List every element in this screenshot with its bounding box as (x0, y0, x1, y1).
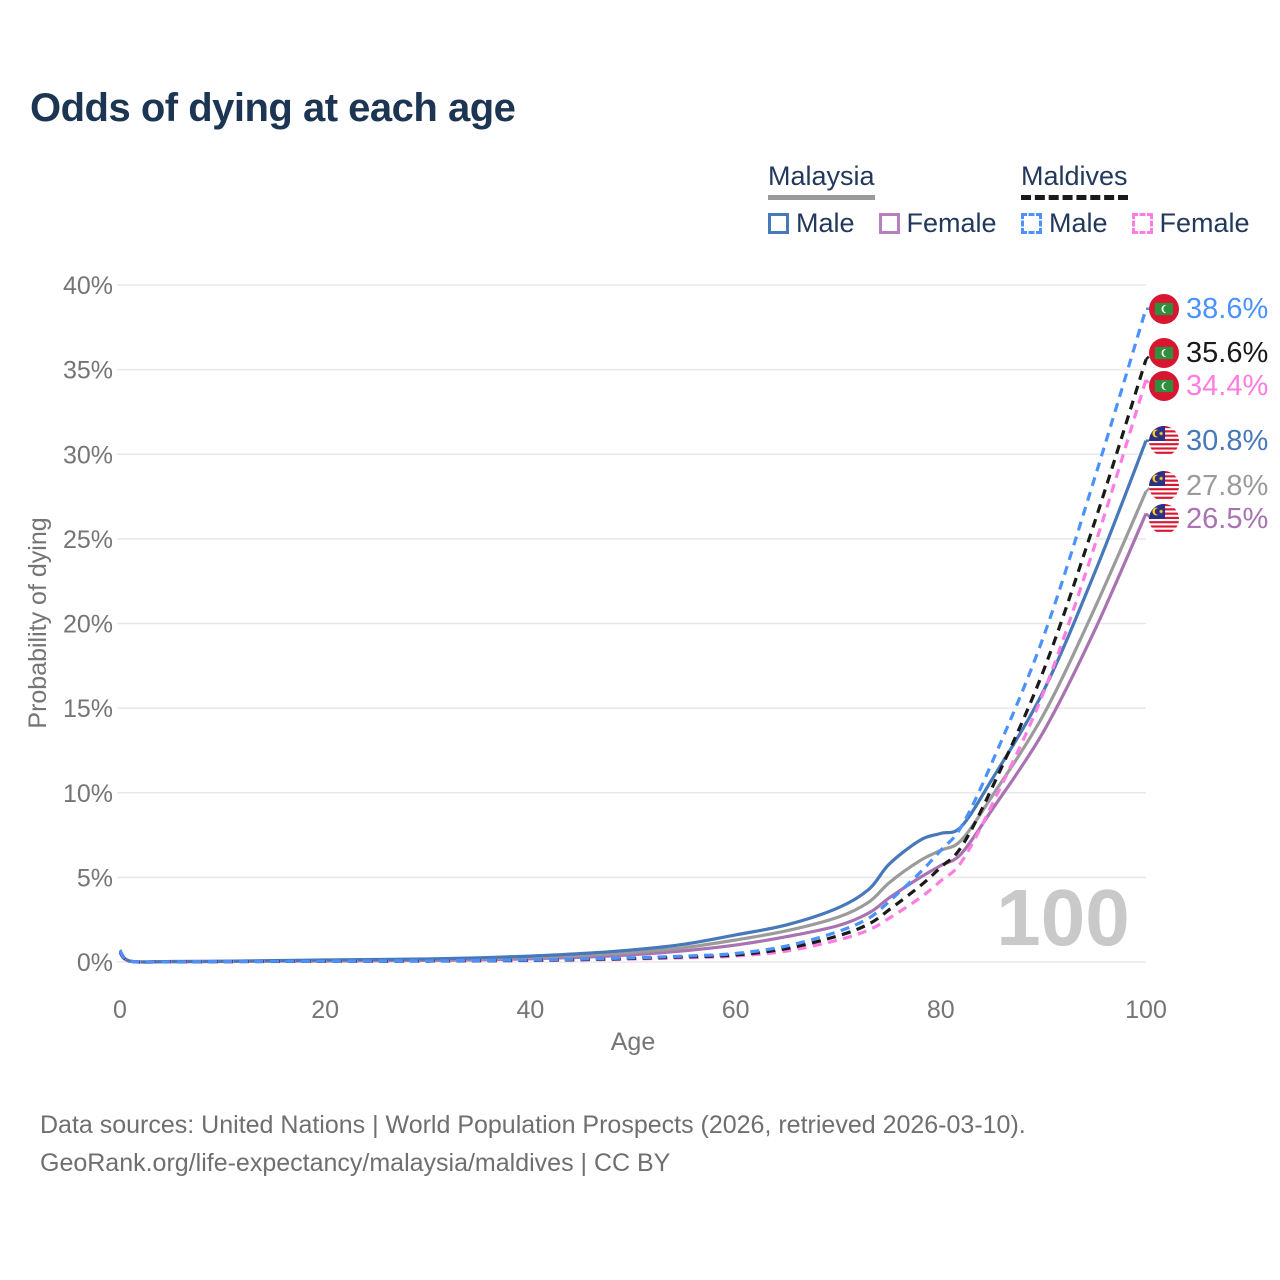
malaysia-female-swatch-icon (878, 213, 900, 234)
series-line-maldives-both-sexes[interactable] (118, 359, 1148, 964)
legend-item-label: Female (906, 208, 997, 238)
legend-group-malaysia: Malaysia Male Female (768, 161, 997, 239)
y-tick-30: 30% (63, 441, 113, 469)
legend-item-malaysia-male[interactable]: Male (768, 208, 855, 239)
y-tick-10: 10% (63, 780, 113, 808)
gridlines (117, 284, 1146, 963)
maldives-flag-icon (1149, 371, 1179, 401)
series-line-malaysia-female[interactable] (118, 512, 1148, 964)
hover-age-watermark: 100 (996, 873, 1129, 962)
end-label-value: 34.4% (1186, 369, 1269, 402)
end-label-maldives-male: 38.6% (1149, 293, 1268, 325)
y-tick-0: 0% (77, 949, 113, 977)
legend-item-maldives-female[interactable]: Female (1131, 208, 1250, 239)
end-label-value: 35.6% (1186, 336, 1269, 369)
end-label-maldives-both-sexes: 35.6% (1149, 337, 1268, 369)
malaysia-flag-icon (1149, 426, 1179, 456)
end-label-value: 26.5% (1186, 502, 1269, 535)
y-axis-tick-labels: 0% 5% 10% 15% 20% 25% 30% 35% 40% (63, 272, 113, 977)
maldives-male-swatch-icon (1021, 213, 1042, 234)
legend-items-malaysia: Male Female (768, 208, 997, 239)
chart-legend: Malaysia Male Female Maldives Male (0, 161, 1280, 241)
legend-items-maldives: Male Female (1021, 208, 1250, 239)
maldives-flag-icon (1149, 294, 1179, 324)
end-label-malaysia-male: 30.8% (1149, 425, 1268, 457)
maldives-flag-icon (1149, 338, 1179, 368)
y-tick-35: 35% (63, 357, 113, 385)
legend-heading-maldives[interactable]: Maldives (1021, 161, 1128, 200)
legend-item-maldives-male[interactable]: Male (1021, 208, 1108, 239)
series-line-malaysia-both-sexes[interactable] (118, 490, 1148, 964)
y-tick-5: 5% (77, 864, 113, 892)
series-line-malaysia-male[interactable] (118, 440, 1148, 964)
x-tick-60: 60 (722, 996, 750, 1024)
legend-group-maldives: Maldives Male Female (1021, 161, 1250, 239)
source-line-1: Data sources: United Nations | World Pop… (40, 1111, 1026, 1139)
x-tick-20: 20 (311, 996, 339, 1024)
malaysia-male-swatch-icon (768, 213, 789, 234)
y-tick-15: 15% (63, 695, 113, 723)
series-line-maldives-male[interactable] (118, 308, 1148, 964)
end-label-malaysia-both-sexes: 27.8% (1149, 470, 1268, 502)
legend-item-malaysia-female[interactable]: Female (878, 208, 997, 239)
series-lines (118, 308, 1148, 964)
x-tick-100: 100 (1125, 996, 1167, 1024)
end-label-malaysia-female: 26.5% (1149, 503, 1268, 535)
y-tick-40: 40% (63, 272, 113, 300)
end-label-maldives-female: 34.4% (1149, 370, 1268, 402)
x-tick-0: 0 (113, 996, 127, 1024)
legend-heading-malaysia[interactable]: Malaysia (768, 161, 875, 200)
end-label-value: 38.6% (1186, 292, 1269, 325)
end-label-value: 27.8% (1186, 469, 1269, 502)
legend-item-label: Male (1049, 208, 1108, 238)
x-tick-40: 40 (516, 996, 544, 1024)
end-label-value: 30.8% (1186, 424, 1269, 457)
x-axis-title: Age (611, 1028, 655, 1056)
legend-item-label: Male (796, 208, 855, 238)
source-attribution: Data sources: United Nations | World Pop… (40, 1106, 1026, 1182)
malaysia-flag-icon (1149, 504, 1179, 534)
y-tick-25: 25% (63, 526, 113, 554)
x-tick-80: 80 (927, 996, 955, 1024)
x-axis-tick-labels: 0 20 40 60 80 100 (113, 996, 1167, 1024)
legend-item-label: Female (1159, 208, 1250, 238)
series-line-maldives-female[interactable] (118, 379, 1148, 964)
y-tick-20: 20% (63, 611, 113, 639)
chart-title: Odds of dying at each age (30, 86, 516, 130)
maldives-female-swatch-icon (1131, 213, 1153, 234)
source-line-2: GeoRank.org/life-expectancy/malaysia/mal… (40, 1149, 671, 1177)
y-axis-title: Probability of dying (24, 517, 52, 728)
malaysia-flag-icon (1149, 471, 1179, 501)
